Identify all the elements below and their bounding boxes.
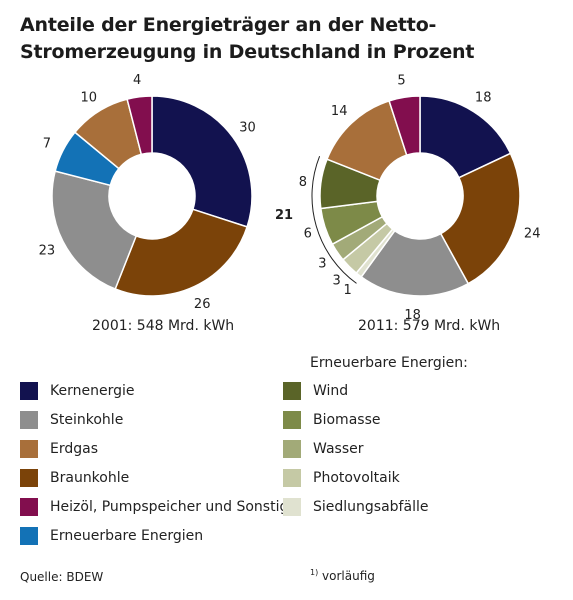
slice-label-2001-steinkohle: 23: [39, 244, 56, 259]
footnote-text: vorläufig: [322, 569, 375, 583]
legend-swatch-wind: [283, 382, 301, 400]
slice-label-2001-erdgas: 10: [81, 90, 98, 105]
slice-label-2001-kernenergie: 30: [239, 121, 256, 136]
slice-label-2001-braunkohle: 26: [194, 297, 211, 312]
legend-item-steinkohle: Steinkohle: [20, 410, 123, 430]
slice-label-2011-steinkohle: 18: [404, 308, 421, 323]
slice-2001-kernenergie: [151, 95, 253, 228]
legend-swatch-kernenergie: [20, 382, 38, 400]
slice-label-2011-siedlungsabfaelle: 1: [344, 283, 352, 298]
legend-label-siedlungsabfaelle: Siedlungsabfälle: [313, 499, 429, 515]
slice-2001-steinkohle: [51, 170, 138, 290]
slice-label-2011-braunkohle: 24: [524, 227, 541, 242]
slice-label-2001-erneuerbare: 7: [43, 136, 51, 151]
legend-label-braunkohle: Braunkohle: [50, 470, 130, 486]
legend-item-siedlungsabfaelle: Siedlungsabfälle: [283, 497, 428, 517]
caption-2011: 2011: 579 Mrd. kWh: [358, 318, 501, 334]
legend-label-steinkohle: Steinkohle: [50, 412, 124, 428]
caption-2001: 2001: 548 Mrd. kWh: [92, 318, 235, 334]
legend-swatch-biomasse: [283, 411, 301, 429]
slice-2011-kernenergie: [419, 95, 512, 179]
legend-item-wind: Wind: [283, 381, 348, 401]
chart-title: Anteile der Energieträger an der Netto-S…: [20, 14, 475, 63]
legend-swatch-wasser: [283, 440, 301, 458]
legend-item-braunkohle: Braunkohle: [20, 468, 129, 488]
legend-label-erdgas: Erdgas: [50, 441, 99, 457]
legend-renewables-heading: Erneuerbare Energien:: [310, 355, 468, 371]
legend-label-wind: Wind: [313, 383, 349, 399]
legend-swatch-heizoel: [20, 498, 38, 516]
legend-label-photovoltaik: Photovoltaik: [313, 470, 400, 486]
slice-2011-steinkohle: [360, 229, 470, 297]
legend-label-erneuerbare: Erneuerbare Energien: [50, 528, 204, 544]
slice-label-2011-wasser: 3: [318, 256, 326, 271]
slice-label-2011-biomasse: 6: [304, 227, 312, 242]
legend-item-heizoel: Heizöl, Pumpspeicher und Sonstige: [20, 497, 297, 517]
legend-swatch-braunkohle: [20, 469, 38, 487]
footnote: 1) vorläufig: [310, 568, 375, 583]
legend-label-heizoel: Heizöl, Pumpspeicher und Sonstige: [50, 499, 297, 515]
renewables-total-label: 21: [275, 208, 293, 223]
legend-swatch-photovoltaik: [283, 469, 301, 487]
legend-item-wasser: Wasser: [283, 439, 363, 459]
legend-swatch-erneuerbare: [20, 527, 38, 545]
slice-label-2011-heizoel: 5: [397, 74, 405, 89]
slice-label-2011-wind: 8: [299, 175, 307, 190]
slice-label-2001-heizoel: 4: [133, 73, 141, 88]
source-note: Quelle: BDEW: [20, 570, 104, 584]
legend-swatch-erdgas: [20, 440, 38, 458]
legend-label-biomasse: Biomasse: [313, 412, 381, 428]
legend-item-erneuerbare: Erneuerbare Energien: [20, 526, 203, 546]
slice-label-2011-erdgas: 14: [331, 104, 348, 119]
footnote-mark: 1): [310, 568, 319, 577]
legend-item-kernenergie: Kernenergie: [20, 381, 134, 401]
slice-2001-heizoel: [126, 95, 153, 156]
slice-2011-braunkohle: [439, 152, 521, 285]
slice-label-2011-kernenergie: 18: [475, 90, 492, 105]
legend-item-photovoltaik: Photovoltaik: [283, 468, 400, 488]
legend-item-erdgas: Erdgas: [20, 439, 98, 459]
slice-2011-heizoel: [388, 95, 421, 157]
legend-item-biomasse: Biomasse: [283, 410, 380, 430]
renewables-bracket: [311, 156, 357, 284]
slice-label-2011-photovoltaik: 3: [332, 273, 340, 288]
legend-swatch-steinkohle: [20, 411, 38, 429]
legend-label-kernenergie: Kernenergie: [50, 383, 135, 399]
legend-swatch-siedlungsabfaelle: [283, 498, 301, 516]
legend-label-wasser: Wasser: [313, 441, 364, 457]
slice-2001-braunkohle: [114, 208, 249, 297]
